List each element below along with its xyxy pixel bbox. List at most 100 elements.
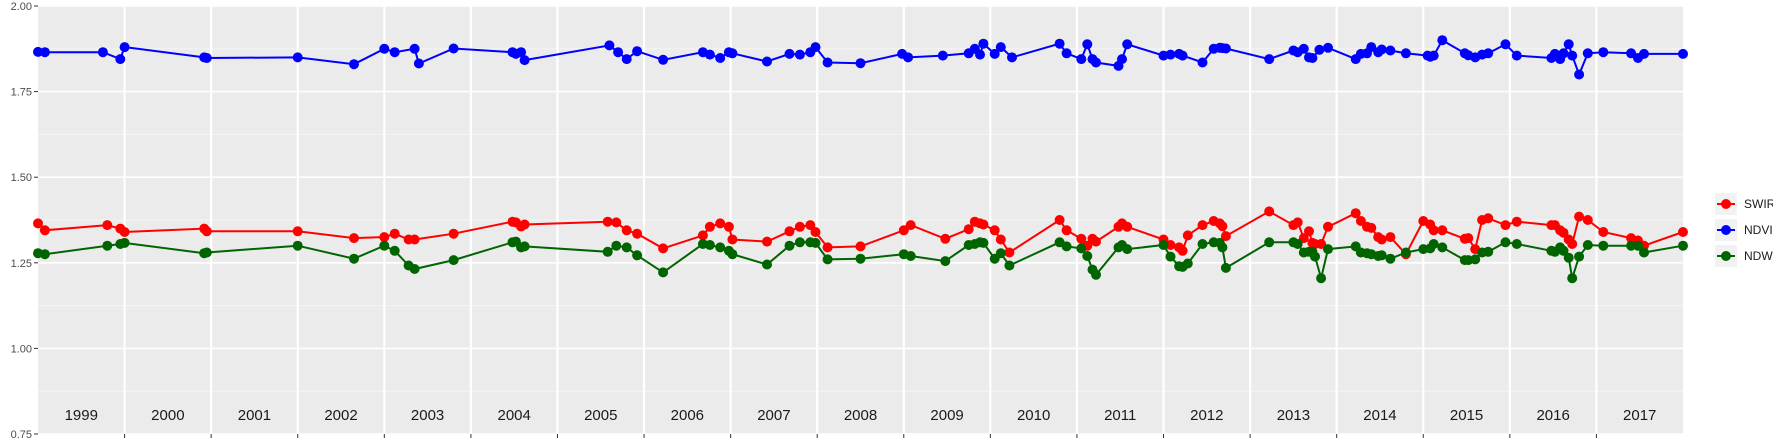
data-point-ndvi — [1007, 52, 1017, 63]
data-point-ndvi — [937, 50, 948, 61]
data-point-swir — [697, 230, 708, 241]
series-ndwi — [33, 236, 1688, 284]
data-point-swir — [379, 232, 390, 243]
data-point-ndwi — [1437, 242, 1448, 253]
data-point-ndwi — [1500, 237, 1511, 248]
data-point-ndwi — [1567, 273, 1578, 284]
data-point-swir — [1437, 225, 1448, 236]
data-point-ndvi — [1091, 57, 1101, 68]
data-point-swir — [1574, 211, 1585, 222]
y-tick-label: 1.75 — [11, 87, 32, 99]
data-point-ndwi — [448, 255, 459, 266]
data-point-ndwi — [1004, 260, 1015, 271]
y-axis: 0.75 1.00 1.25 1.50 1.75 2.00 — [11, 1, 38, 441]
data-point-ndvi — [389, 47, 400, 58]
year-label: 2012 — [1190, 407, 1223, 424]
data-point-swir — [1567, 239, 1578, 249]
data-point-ndvi — [379, 43, 390, 54]
year-label: 2013 — [1277, 407, 1310, 424]
data-point-ndwi — [632, 250, 643, 261]
data-point-ndwi — [1563, 252, 1574, 263]
data-point-ndwi — [1633, 240, 1643, 251]
data-point-ndvi — [1483, 48, 1494, 59]
data-point-ndvi — [1500, 39, 1511, 50]
year-label: 2004 — [497, 407, 530, 424]
legend-label: NDWI — [1744, 249, 1773, 263]
data-point-ndwi — [1582, 240, 1593, 250]
data-point-swir — [898, 225, 909, 236]
data-point-ndvi — [704, 49, 715, 60]
data-point-swir — [723, 221, 734, 232]
data-point-swir — [810, 227, 821, 237]
data-point-ndwi — [1182, 258, 1193, 269]
data-point-ndvi — [604, 40, 615, 51]
legend-marker — [1721, 199, 1731, 209]
data-point-swir — [1323, 221, 1333, 232]
data-point-swir — [822, 242, 833, 253]
legend-label: SWIR — [1744, 197, 1773, 211]
data-point-swir — [1366, 222, 1377, 233]
data-point-ndvi — [413, 58, 424, 69]
data-point-swir — [102, 220, 113, 231]
data-point-ndvi — [97, 47, 108, 58]
data-point-ndwi — [1558, 245, 1569, 256]
legend-item-ndvi: NDVI — [1715, 219, 1773, 241]
data-point-ndvi — [903, 52, 914, 63]
data-point-swir — [602, 216, 613, 227]
data-point-ndwi — [1574, 251, 1585, 262]
data-point-ndwi — [995, 248, 1006, 259]
data-point-ndwi — [349, 253, 359, 264]
data-point-ndvi — [1165, 49, 1176, 60]
data-point-ndvi — [201, 53, 212, 63]
data-point-ndvi — [1678, 48, 1688, 59]
data-point-ndvi — [1054, 38, 1065, 49]
data-point-ndwi — [1470, 254, 1481, 265]
data-point-ndvi — [658, 54, 669, 65]
data-point-swir — [1582, 215, 1593, 225]
data-point-ndwi — [1197, 239, 1208, 249]
data-point-swir — [621, 225, 632, 236]
data-point-ndwi — [201, 247, 212, 258]
data-point-swir — [389, 228, 400, 239]
data-point-ndwi — [1385, 253, 1396, 264]
data-point-ndwi — [1158, 240, 1169, 250]
data-point-swir — [201, 226, 212, 237]
series-swir — [33, 206, 1688, 260]
data-point-ndwi — [784, 240, 795, 251]
data-point-ndvi — [409, 43, 420, 54]
data-point-ndvi — [794, 49, 805, 60]
data-point-ndvi — [1117, 54, 1127, 65]
data-point-ndwi — [715, 242, 726, 253]
data-point-ndwi — [389, 245, 400, 256]
data-point-swir — [1463, 233, 1474, 244]
data-point-ndwi — [602, 246, 613, 257]
data-point-ndvi — [119, 42, 130, 53]
data-point-ndwi — [1076, 243, 1087, 254]
data-point-ndvi — [1574, 69, 1585, 80]
data-point-ndwi — [379, 240, 390, 251]
data-point-ndvi — [1428, 50, 1439, 61]
data-point-swir — [1428, 225, 1439, 236]
data-point-swir — [855, 241, 866, 252]
year-label: 2000 — [151, 407, 184, 424]
data-point-ndwi — [621, 242, 632, 253]
year-label: 2001 — [238, 407, 271, 424]
data-point-ndwi — [1483, 246, 1494, 257]
data-point-ndwi — [1511, 239, 1522, 249]
data-point-swir — [704, 221, 715, 232]
data-point-ndvi — [1366, 42, 1377, 53]
year-label: 1999 — [65, 407, 98, 424]
data-point-swir — [409, 234, 420, 245]
data-point-ndvi — [1639, 48, 1649, 59]
data-point-swir — [1511, 216, 1522, 227]
data-point-ndwi — [1376, 250, 1387, 261]
year-label: 2010 — [1017, 407, 1050, 424]
data-point-ndvi — [784, 48, 795, 59]
data-point-ndvi — [727, 48, 738, 59]
data-point-ndvi — [978, 38, 989, 49]
data-point-ndwi — [822, 254, 833, 265]
data-point-ndvi — [349, 59, 359, 70]
data-point-ndwi — [1626, 240, 1637, 251]
year-label: 2014 — [1363, 407, 1396, 424]
